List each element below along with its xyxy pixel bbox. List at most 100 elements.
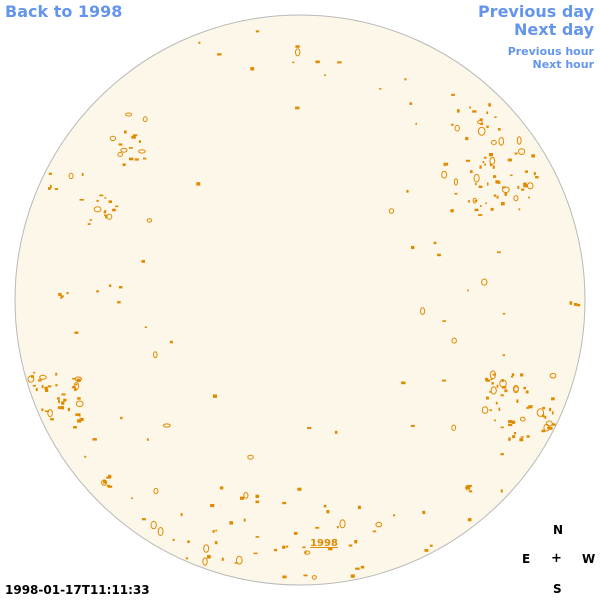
contour-speck [143, 157, 147, 160]
contour-speck [488, 103, 491, 107]
contour-loop [47, 409, 53, 418]
contour-loop [388, 208, 395, 214]
contour-speck [542, 414, 545, 418]
contour-speck [32, 384, 36, 387]
contour-loop [339, 519, 346, 529]
contour-speck [129, 147, 133, 149]
contour-speck [518, 208, 521, 211]
contour-speck [479, 118, 483, 121]
contour-speck [303, 574, 308, 577]
contour-speck [87, 223, 91, 225]
contour-loop [441, 170, 448, 179]
contour-speck [61, 393, 66, 396]
contour-speck [355, 567, 360, 570]
contour-speck [472, 110, 477, 113]
contour-speck [510, 174, 513, 177]
contour-speck [500, 394, 504, 397]
contour-loop [203, 544, 210, 553]
contour-speck [196, 182, 201, 186]
contour-speck [488, 153, 493, 157]
contour-speck [180, 513, 183, 517]
contour-loop [68, 172, 74, 180]
contour-speck [229, 521, 234, 525]
contour-speck [526, 435, 530, 438]
contour-speck [274, 548, 278, 552]
contour-speck [482, 161, 485, 164]
contour-speck [207, 555, 211, 559]
contour-speck [535, 176, 539, 179]
contour-speck [479, 205, 482, 207]
contour-speck [410, 424, 415, 427]
contour-speck [531, 154, 535, 158]
contour-speck [501, 202, 505, 206]
contour-speck [217, 53, 222, 56]
contour-speck [496, 195, 499, 199]
previous-hour-link[interactable]: Previous hour [507, 45, 594, 58]
contour-speck [81, 172, 84, 177]
year-link[interactable]: 1998 [310, 538, 338, 549]
contour-loop [516, 136, 522, 145]
contour-speck [433, 241, 437, 245]
contour-speck [131, 135, 136, 139]
contour-loop [513, 195, 519, 202]
contour-loop [519, 416, 526, 422]
contour-speck [255, 536, 260, 538]
contour-speck [297, 487, 302, 491]
contour-speck [493, 194, 497, 197]
contour-speck [445, 162, 449, 166]
contour-speck [107, 485, 113, 488]
contour-speck [58, 399, 60, 404]
contour-loop [311, 575, 317, 580]
next-hour-link[interactable]: Next hour [532, 58, 595, 71]
contour-loop [473, 173, 480, 183]
contour-speck [315, 526, 320, 529]
contour-speck [508, 424, 513, 427]
contour-speck [78, 413, 81, 417]
contour-speck [63, 398, 67, 402]
contour-loop [146, 218, 153, 223]
contour-speck [66, 292, 69, 295]
contour-speck [131, 497, 133, 499]
contour-speck [475, 182, 477, 186]
contour-speck [105, 214, 107, 219]
contour-speck [496, 384, 499, 388]
next-day-link[interactable]: Next day [514, 20, 594, 39]
contour-speck [533, 171, 536, 176]
contour-speck [467, 289, 469, 292]
contour-speck [497, 251, 501, 254]
contour-speck [422, 510, 426, 515]
contour-loop [75, 400, 84, 408]
contour-speck [520, 436, 524, 438]
contour-speck [500, 489, 503, 493]
contour-loop [157, 527, 164, 536]
contour-speck [474, 208, 479, 212]
compass-west-label: W [582, 552, 596, 566]
contour-speck [255, 494, 259, 498]
contour-speck [504, 192, 507, 196]
contour-speck [328, 548, 333, 551]
contour-loop [498, 137, 505, 146]
back-to-year-link[interactable]: Back to 1998 [5, 2, 123, 21]
contour-speck [234, 562, 238, 564]
contour-speck [372, 530, 377, 533]
contour-speck [282, 501, 287, 505]
contour-speck [307, 427, 312, 429]
contour-speck [360, 565, 365, 569]
contour-speck [33, 371, 36, 374]
contour-speck [486, 125, 489, 128]
contour-speck [521, 188, 525, 191]
contour-speck [525, 390, 529, 394]
previous-day-link[interactable]: Previous day [477, 2, 594, 21]
contour-speck [474, 199, 478, 202]
contour-speck [35, 387, 38, 392]
contour-loop [451, 337, 457, 344]
contour-speck [255, 500, 260, 504]
contour-loop [125, 112, 133, 117]
contour-loop [304, 550, 311, 555]
contour-speck [115, 205, 119, 208]
contour-speck [84, 455, 87, 458]
contour-speck [484, 163, 486, 166]
contour-speck [214, 541, 218, 545]
contour-speck [57, 406, 61, 410]
contour-speck [489, 163, 492, 167]
